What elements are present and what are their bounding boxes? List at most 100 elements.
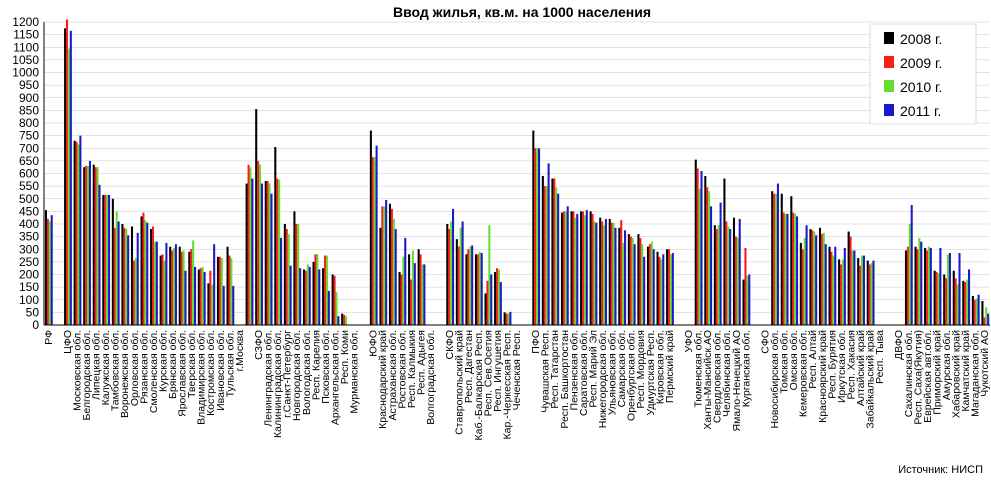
bar: [667, 249, 671, 325]
bar: [125, 229, 128, 325]
bar: [794, 213, 797, 325]
bar: [771, 191, 774, 325]
x-tick-label: Иркутская обл.: [836, 330, 848, 403]
bar: [801, 249, 804, 325]
bar: [287, 234, 290, 325]
x-tick-label: Ульяновская обл.: [607, 330, 619, 415]
bar: [264, 181, 267, 325]
x-tick-label: Забайкальский край: [865, 330, 877, 429]
bar: [828, 246, 831, 325]
bar: [178, 246, 181, 325]
x-tick-label: Магаданская обл.: [970, 330, 982, 417]
x-tick-label: Чукотский АО: [979, 330, 991, 397]
x-tick-label: Омская обл.: [788, 330, 800, 390]
bar: [144, 220, 147, 325]
x-tick-label: Нижегородская обл.: [597, 330, 609, 428]
bar: [341, 313, 344, 325]
x-tick-label: Чувашская Респ.: [540, 330, 552, 413]
bar: [782, 212, 785, 325]
bar: [308, 266, 311, 325]
bar: [538, 148, 541, 325]
bar: [929, 247, 932, 325]
bar: [343, 314, 346, 325]
y-tick-label: 1200: [12, 15, 39, 29]
y-tick-label: 400: [19, 217, 39, 231]
x-tick-label: Удмуртская Респ.: [645, 330, 657, 416]
bar: [914, 246, 917, 325]
x-tick-label: Калужская обл.: [100, 330, 112, 405]
y-tick-label: 350: [19, 230, 39, 244]
bar: [947, 254, 950, 325]
x-tick-label: ДВФО: [893, 330, 905, 360]
bar: [536, 148, 539, 325]
x-tick-label: г.Москва: [234, 330, 246, 371]
bar: [304, 270, 307, 325]
x-tick-label: Респ. Хакасия: [845, 330, 857, 399]
bar: [213, 244, 216, 325]
bar: [641, 244, 644, 325]
bar: [249, 167, 252, 325]
bar: [302, 269, 306, 325]
bar: [861, 255, 864, 325]
bar: [486, 280, 489, 325]
bar: [199, 268, 202, 325]
x-tick-label: Респ. Башкортостан: [559, 330, 571, 429]
bar: [446, 224, 449, 325]
bar: [545, 186, 548, 326]
bar: [746, 275, 749, 325]
bar: [952, 270, 955, 325]
bar: [67, 48, 70, 325]
bar: [245, 183, 248, 325]
bar: [566, 206, 569, 325]
bar: [94, 167, 97, 325]
x-tick-label: Тульская обл.: [224, 330, 236, 397]
bar: [908, 224, 911, 325]
bar: [400, 274, 403, 325]
bar: [744, 247, 747, 325]
bar: [127, 235, 130, 325]
x-tick-label: Оренбургская обл.: [626, 330, 638, 421]
bar: [775, 193, 778, 325]
bar: [738, 218, 741, 325]
source-note: Источник: НИСП: [898, 464, 983, 476]
bar: [180, 251, 183, 325]
bar: [591, 213, 594, 325]
bar: [933, 270, 936, 325]
bar: [560, 212, 564, 325]
x-tick-label: Липецкая обл.: [91, 330, 103, 400]
x-tick-label: Краснодарский край: [377, 330, 389, 429]
bar: [805, 225, 808, 325]
x-tick-label: Амурская обл.: [941, 330, 953, 400]
x-tick-label: Белгородская обл.: [81, 330, 93, 420]
x-tick-label: Красноярский край: [817, 330, 829, 423]
bar: [216, 256, 220, 325]
legend-swatch: [884, 104, 894, 116]
x-tick-label: Еврейская авт.обл.: [922, 330, 934, 423]
bar: [843, 247, 846, 325]
bar: [383, 206, 386, 325]
bar: [448, 229, 451, 325]
x-tick-label: Тамбовская обл.: [110, 330, 122, 411]
bar: [108, 194, 111, 325]
x-tick-label: Ленинградская обл.: [263, 330, 275, 427]
bar: [694, 159, 697, 325]
bar: [203, 271, 206, 325]
legend-label: 2009 г.: [900, 55, 942, 71]
y-tick-label: 750: [19, 129, 39, 143]
bar: [954, 278, 957, 325]
y-tick-label: 600: [19, 167, 39, 181]
bar: [173, 247, 176, 325]
x-tick-label: Саратовская обл.: [578, 330, 590, 416]
bar: [388, 203, 392, 325]
bar: [379, 227, 382, 325]
x-tick-label: Респ. Татарстан: [549, 330, 561, 409]
bar: [585, 210, 588, 325]
bar: [171, 250, 174, 325]
legend-swatch: [884, 32, 894, 44]
bar: [44, 210, 48, 325]
bar: [65, 19, 69, 325]
bar: [121, 224, 124, 325]
bar: [985, 307, 988, 325]
bar: [115, 211, 118, 326]
